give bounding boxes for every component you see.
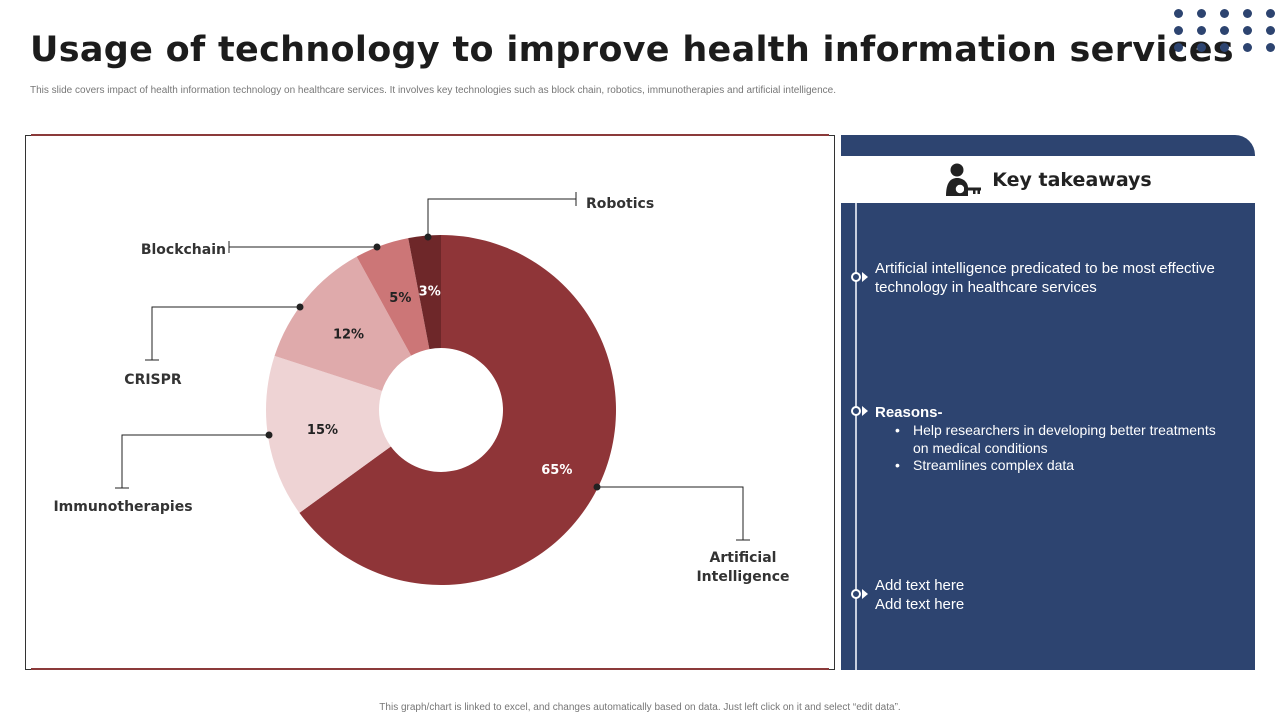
footer-note: This graph/chart is linked to excel, and… (379, 702, 901, 713)
chart-top-rule (31, 134, 829, 136)
reason-item: Streamlines complex data (895, 457, 1235, 475)
timeline-marker (851, 406, 861, 416)
data-label-crispr: 12% (333, 328, 364, 343)
timeline-arrow-icon (862, 406, 868, 416)
timeline-arrow-icon (862, 272, 868, 282)
reason-item: Help researchers in developing better tr… (895, 422, 1235, 457)
add-text-line: Add text here (875, 577, 965, 594)
leader-line-crispr (151, 306, 300, 360)
leader-dot-blockchain (373, 243, 381, 251)
takeaways-panel: Artificial intelligence predicated to be… (841, 203, 1255, 670)
timeline-line (855, 203, 857, 670)
decorative-dots (1170, 5, 1280, 60)
chart-bottom-rule (31, 668, 829, 670)
data-label-immunotherapies: 15% (307, 423, 338, 438)
slice-blockchain (356, 238, 430, 356)
takeaways-title-row: Key takeaways (841, 156, 1255, 203)
donut-chart: 65% 15% 12% 5% 3% Artificial Intelligence Immun… (53, 192, 790, 586)
reasons-block: Reasons- Help researchers in developing … (875, 403, 1235, 475)
leader-dot-crispr (296, 303, 304, 311)
takeaway-point-1: Artificial intelligence predicated to be… (875, 260, 1215, 296)
data-label-robotics: 3% (419, 285, 441, 300)
person-key-icon (946, 163, 982, 196)
reasons-list: Help researchers in developing better tr… (895, 422, 1235, 475)
page-title: Usage of technology to improve health in… (30, 30, 1234, 70)
leader-line-robotics (427, 198, 576, 237)
category-label-artificial-intelligence: Intelligence (696, 569, 789, 585)
page-subtitle: This slide covers impact of health infor… (30, 85, 836, 96)
category-label-immunotherapies: Immunotherapies (53, 499, 192, 515)
leader-dot-artificial-intelligence (593, 483, 601, 491)
leader-dot-robotics (424, 233, 432, 241)
leader-line-artificial-intelligence (597, 486, 744, 540)
reasons-title: Reasons- (875, 404, 943, 421)
leader-dot-immunotherapies (265, 431, 273, 439)
category-label-robotics: Robotics (586, 196, 654, 212)
takeaways-header-bar (841, 135, 1255, 156)
timeline-marker (851, 589, 861, 599)
leader-line-immunotherapies (121, 434, 269, 488)
slice-robotics (408, 235, 441, 350)
category-label-blockchain: Blockchain (141, 242, 226, 258)
slice-artificial-intelligence (299, 235, 616, 586)
category-label-crispr: CRISPR (124, 372, 182, 388)
add-text-line: Add text here (875, 596, 965, 613)
timeline-arrow-icon (862, 589, 868, 599)
timeline-marker (851, 272, 861, 282)
slice-crispr (274, 256, 412, 391)
takeaways-title: Key takeaways (992, 168, 1152, 191)
data-label-artificial-intelligence: 65% (541, 463, 572, 478)
data-label-blockchain: 5% (389, 291, 411, 306)
category-label-artificial-intelligence: Artificial (710, 550, 777, 566)
add-text-block: Add text here Add text here (875, 576, 1235, 614)
slice-immunotherapies (266, 355, 391, 513)
